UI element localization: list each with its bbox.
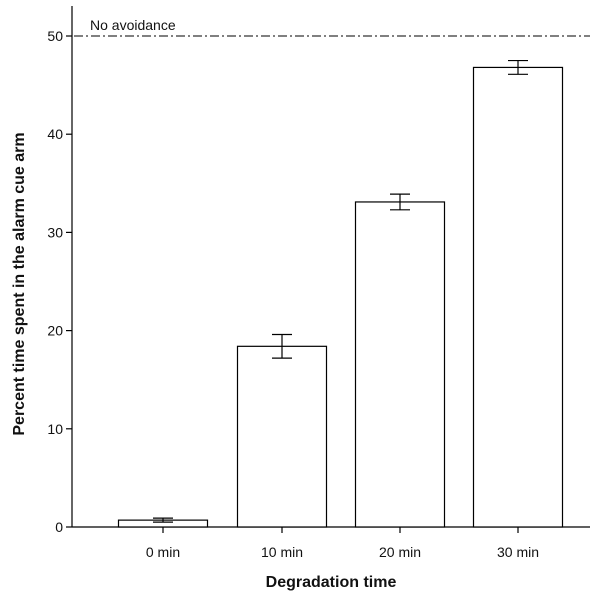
x-tick-label: 20 min	[379, 544, 421, 560]
bar-20-min	[354, 201, 446, 528]
x-tick-label: 30 min	[497, 544, 539, 560]
error-bar-0-min	[153, 517, 173, 523]
x-axis-title: Degradation time	[266, 574, 397, 591]
y-axis-title: Percent time spent in the alarm cue arm	[11, 132, 28, 435]
y-tick-label: 10	[47, 421, 63, 437]
y-ticks: 0 10 20 30 40 50	[47, 28, 72, 535]
x-tick-label: 10 min	[261, 544, 303, 560]
error-bar-20-min	[390, 193, 410, 211]
error-bar-30-min	[508, 59, 528, 75]
bar-10-min	[236, 345, 328, 528]
x-tick-labels: 0 min 10 min 20 min 30 min	[146, 527, 539, 560]
reference-line-group: No avoidance	[74, 17, 590, 37]
y-tick-label: 30	[47, 224, 63, 240]
error-bars	[153, 59, 528, 523]
y-tick-label: 40	[47, 126, 63, 142]
y-tick-label: 0	[55, 519, 63, 535]
bars	[117, 66, 564, 528]
reference-line-label: No avoidance	[90, 17, 176, 33]
error-bar-10-min	[272, 333, 292, 359]
y-tick-label: 20	[47, 323, 63, 339]
x-tick-label: 0 min	[146, 544, 180, 560]
y-tick-label: 50	[47, 28, 63, 44]
bar-30-min	[472, 66, 564, 528]
